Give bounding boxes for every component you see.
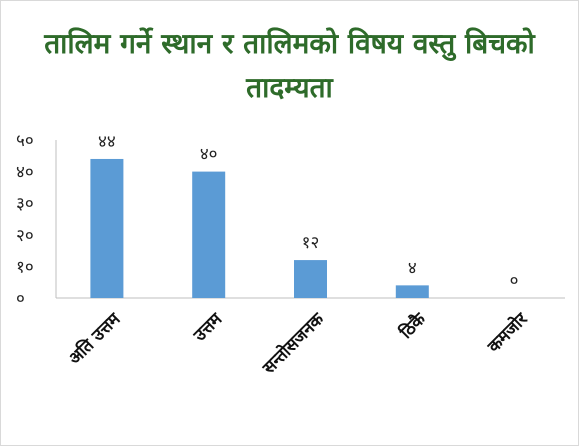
x-category-label: उत्तम: [189, 309, 227, 347]
bar-value-label: ४: [408, 258, 417, 278]
y-tick-label: ३०: [16, 194, 34, 214]
y-tick-label: ०: [16, 289, 25, 309]
y-tick-label: ४०: [16, 163, 34, 183]
bar-value-label: ४०: [200, 145, 218, 165]
bar: [192, 171, 226, 298]
category-labels: अति उत्तम उत्तम सन्तोसजनक ठिकै कमजोर: [64, 308, 532, 379]
bar-value-label: ०: [510, 271, 519, 291]
x-category-label: ठिकै: [395, 308, 431, 344]
chart-title: तालिम गर्ने स्थान र तालिमको विषय वस्तु ब…: [44, 27, 535, 104]
bar-value-label: ४४: [98, 132, 116, 152]
x-category-label: कमजोर: [483, 308, 533, 358]
bar-value-label: १२: [302, 233, 320, 253]
y-axis-ticks: ० १० २० ३० ४० ५०: [16, 131, 34, 309]
y-tick-label: २०: [16, 226, 34, 246]
bar: [395, 285, 429, 298]
x-category-label: सन्तोसजनक: [258, 308, 329, 379]
bar-series: [90, 158, 429, 298]
y-tick-label: १०: [16, 257, 34, 277]
bar: [294, 260, 327, 298]
bar: [90, 158, 124, 298]
y-tick-label: ५०: [16, 131, 34, 151]
x-category-label: अति उत्तम: [64, 308, 125, 369]
